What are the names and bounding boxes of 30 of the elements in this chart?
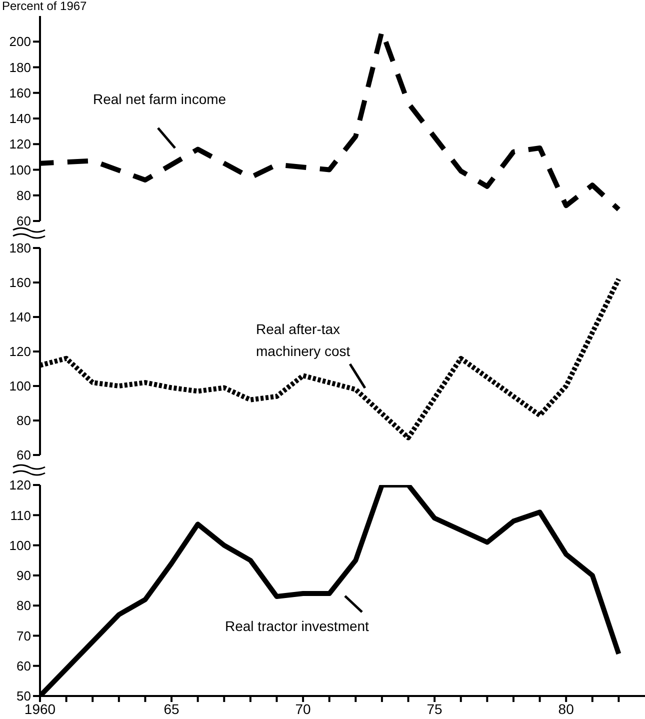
y-tick-label: 60: [16, 448, 31, 463]
y-tick-label: 80: [16, 188, 31, 203]
y-tick-label: 100: [9, 378, 31, 394]
x-tick-label: 65: [164, 700, 180, 717]
y-tick-label: 200: [9, 34, 31, 50]
y-tick-label: 180: [9, 60, 31, 75]
y-tick-label: 80: [16, 598, 31, 614]
y-tick-label: 140: [9, 310, 31, 325]
y-tick-label: 160: [9, 85, 31, 100]
y-tick-label: 70: [16, 628, 31, 644]
y-tick-label: 90: [16, 568, 31, 584]
y-tick-label: 180: [9, 240, 31, 256]
y-tick-label: 100: [9, 162, 31, 178]
text: Real net farm income: [93, 90, 228, 109]
y-tick-label: 60: [16, 658, 31, 674]
y-tick-label: 120: [9, 478, 31, 493]
y-tick-label: 80: [16, 413, 31, 428]
text: Real after-tax machinery cost: [256, 320, 352, 361]
y-tick-label: 160: [9, 275, 31, 290]
y-tick-label: 110: [10, 508, 31, 523]
x-tick-label: 70: [295, 700, 312, 717]
y-axis-title: Percent of 1967: [2, 0, 87, 13]
x-tick-label: 80: [558, 700, 574, 717]
y-tick-label: 100: [9, 538, 31, 553]
y-tick-label: 120: [9, 344, 31, 360]
y-tick-label: 140: [9, 111, 31, 126]
y-tick-label: 120: [9, 136, 31, 152]
y-tick-label: 60: [16, 214, 31, 229]
legend-label: Real tractor investment: [225, 617, 370, 636]
x-tick-label: 75: [426, 700, 443, 717]
